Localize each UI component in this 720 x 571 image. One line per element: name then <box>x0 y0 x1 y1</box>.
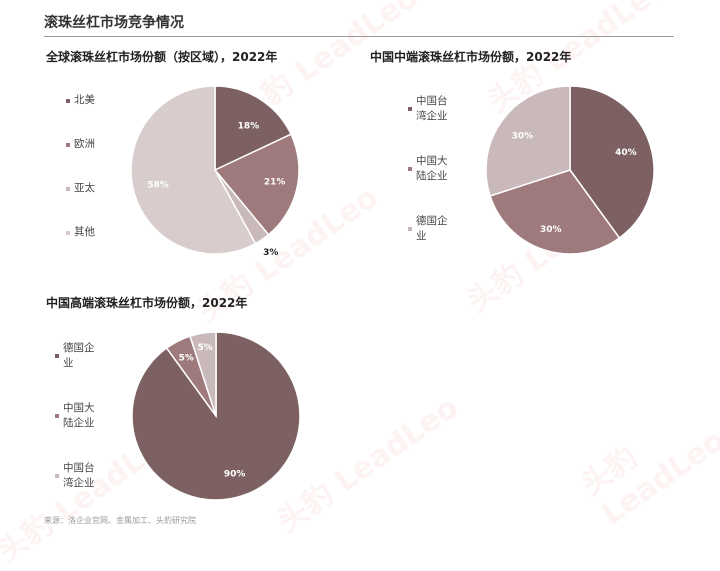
legend-label: 亚太 <box>74 182 95 194</box>
pie-slice-1 <box>569 85 655 240</box>
legend-swatch <box>66 142 70 147</box>
data-label: 21% <box>264 178 286 188</box>
data-label: 5% <box>179 354 194 364</box>
pie-slice-4 <box>130 85 257 255</box>
legend-item: 德国企业 <box>55 341 103 371</box>
legend-label: 德国企业 <box>63 342 95 369</box>
data-label: 58% <box>147 181 169 191</box>
data-label: 30% <box>512 131 534 141</box>
legend-label: 中国台湾企业 <box>63 462 95 489</box>
chart2-pie: 40% 30% 30% <box>485 85 655 255</box>
legend-item: 中国大陆企业 <box>408 154 456 184</box>
data-label: 3% <box>263 248 278 258</box>
legend-item: 亚太 <box>66 181 95 197</box>
chart1-title: 全球滚珠丝杠市场份额（按区域），2022年 <box>46 50 278 64</box>
legend-item: 其他 <box>66 225 95 241</box>
pie-slice-3 <box>485 85 571 197</box>
pie-slice-2 <box>489 169 621 255</box>
legend-label: 中国大陆企业 <box>63 402 95 429</box>
legend-swatch <box>66 186 70 191</box>
pie-slice-2 <box>213 133 300 236</box>
legend-swatch <box>55 474 59 478</box>
data-label: 30% <box>540 225 562 235</box>
legend-item: 欧洲 <box>66 137 95 153</box>
chart1-pie: 18% 21% 3% 58% <box>130 85 300 258</box>
source-note: 来源：洛企业官网、金属加工、头豹研究院 <box>44 516 196 525</box>
legend-label: 其他 <box>74 226 95 238</box>
legend-swatch <box>55 414 59 418</box>
legend-label: 中国台湾企业 <box>416 95 448 122</box>
title-divider <box>44 36 674 37</box>
data-label: 18% <box>238 121 260 131</box>
legend-label: 中国大陆企业 <box>416 155 448 182</box>
legend-swatch <box>66 230 70 235</box>
legend-item: 中国台湾企业 <box>55 461 103 491</box>
legend-item: 德国企业 <box>408 214 456 244</box>
legend-label: 欧洲 <box>74 138 95 150</box>
legend-swatch <box>408 227 412 231</box>
data-label: 90% <box>224 470 246 480</box>
legend-swatch <box>66 98 70 103</box>
legend-swatch <box>408 107 412 111</box>
pie-slice-1 <box>214 85 293 172</box>
data-label: 5% <box>197 343 212 353</box>
watermark: 头豹 LeadLeo <box>574 422 720 533</box>
pie-slice-3 <box>189 331 217 417</box>
legend-swatch <box>408 167 412 171</box>
chart3-title: 中国高端滚珠丝杠市场份额，2022年 <box>46 296 248 310</box>
legend-label: 德国企业 <box>416 215 448 242</box>
page-title: 滚珠丝杠市场竞争情况 <box>44 15 184 31</box>
legend-item: 北美 <box>66 93 95 109</box>
chart2-title: 中国中端滚珠丝杠市场份额，2022年 <box>370 50 572 64</box>
legend-item: 中国台湾企业 <box>408 94 456 124</box>
legend-swatch <box>55 354 59 358</box>
legend-label: 北美 <box>74 94 95 106</box>
chart3-pie: 90% 5%5% <box>131 331 301 501</box>
data-label: 40% <box>615 148 637 158</box>
legend-item: 中国大陆企业 <box>55 401 103 431</box>
